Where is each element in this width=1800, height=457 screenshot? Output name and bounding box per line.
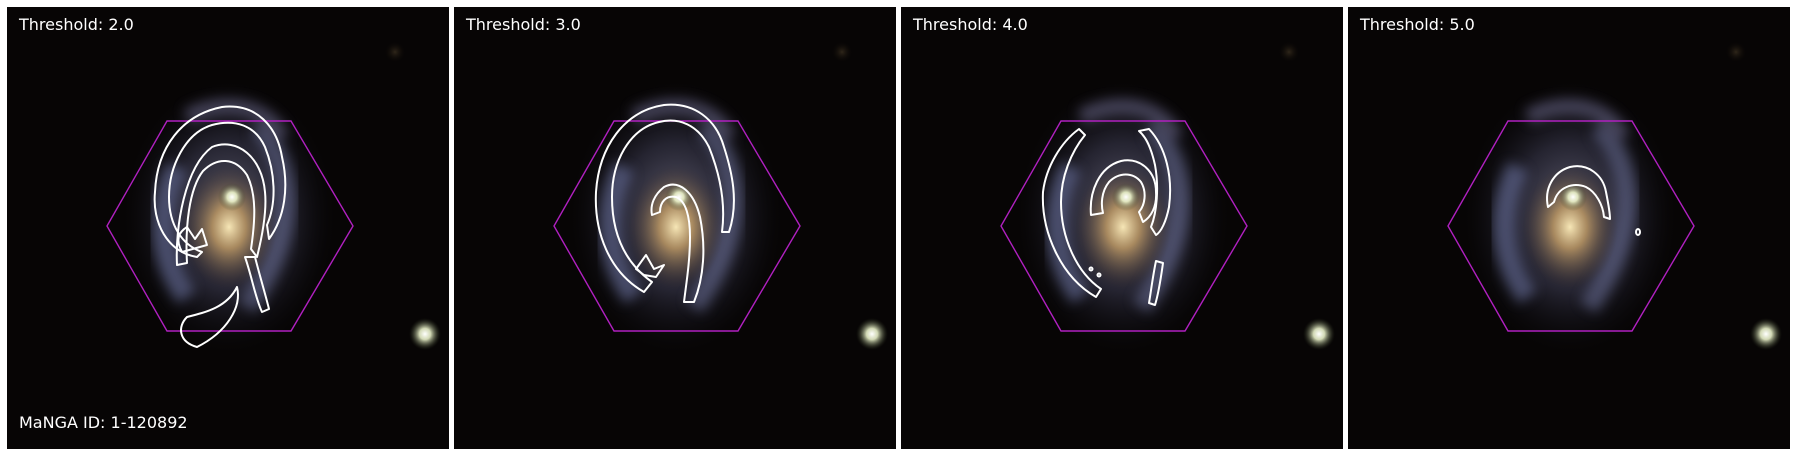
panel-threshold-3: Threshold: 3.0: [454, 7, 896, 449]
galaxy-image: [901, 7, 1343, 449]
panel-threshold-2: Threshold: 2.0 MaNGA ID: 1-120892: [7, 7, 449, 449]
contour-lines: [1041, 128, 1172, 306]
panel-threshold-4: Threshold: 4.0: [901, 7, 1343, 449]
threshold-label: Threshold: 2.0: [19, 15, 134, 34]
manga-id-label: MaNGA ID: 1-120892: [19, 413, 188, 432]
galaxy-image: [1348, 7, 1790, 449]
galaxy-image: [7, 7, 449, 449]
galaxy-image: [454, 7, 896, 449]
threshold-label: Threshold: 3.0: [466, 15, 581, 34]
threshold-label: Threshold: 5.0: [1360, 15, 1475, 34]
threshold-label: Threshold: 4.0: [913, 15, 1028, 34]
contour-lines: [594, 103, 735, 303]
panel-threshold-5: Threshold: 5.0: [1348, 7, 1790, 449]
contour-lines: [153, 105, 287, 348]
contour-lines: [1546, 165, 1641, 236]
